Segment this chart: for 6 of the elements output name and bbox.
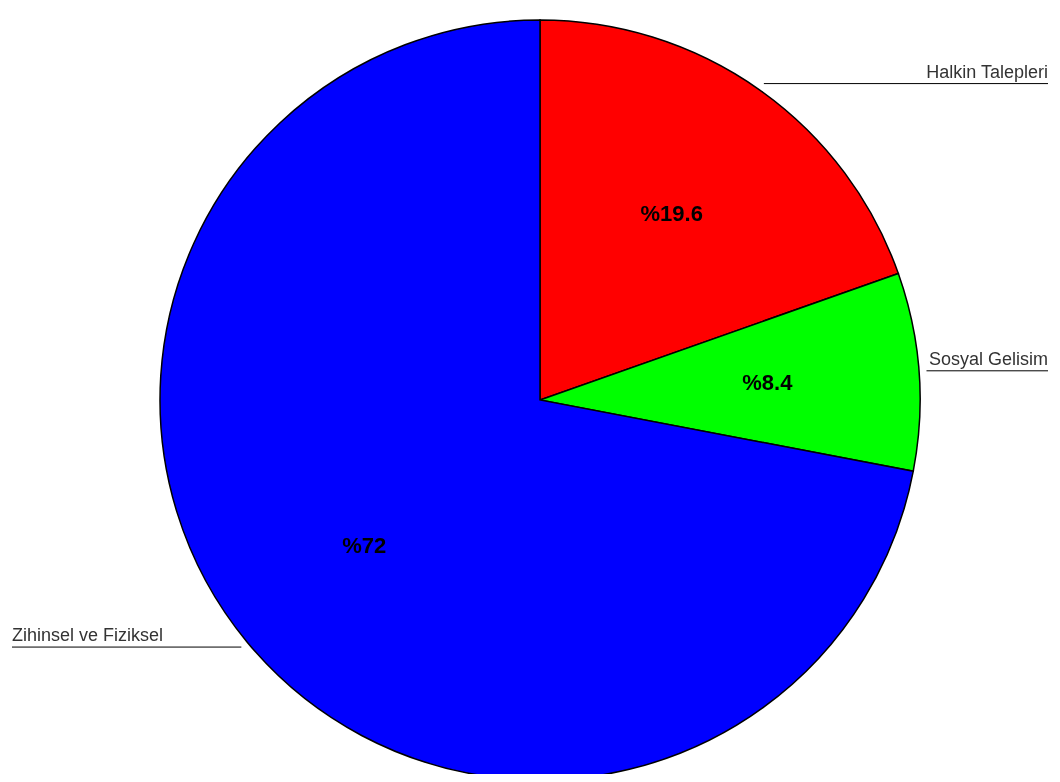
slice-label: Sosyal Gelisim — [928, 348, 1048, 369]
slice-label: Halkin Talepleri — [926, 61, 1048, 82]
data-label: %19.6 — [640, 201, 703, 227]
slice-label: Zihinsel ve Fiziksel — [12, 625, 164, 646]
data-label: %8.4 — [742, 370, 794, 396]
data-label: %72 — [342, 532, 387, 558]
